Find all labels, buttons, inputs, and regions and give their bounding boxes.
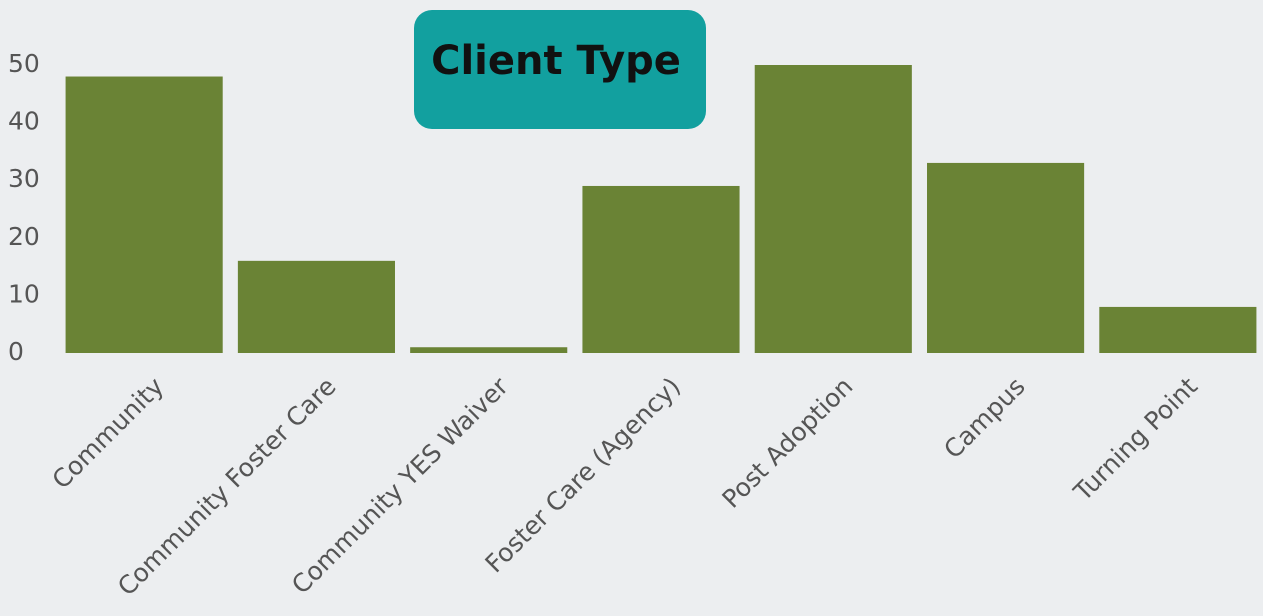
title-box bbox=[414, 10, 706, 129]
bar bbox=[1099, 306, 1257, 353]
chart-title: Client Type bbox=[431, 38, 681, 84]
bar bbox=[927, 162, 1085, 353]
y-tick-label: 10 bbox=[8, 279, 40, 308]
bar bbox=[65, 76, 223, 354]
y-tick-label: 0 bbox=[8, 337, 24, 366]
bar bbox=[237, 260, 395, 353]
bar bbox=[754, 65, 912, 353]
bar bbox=[582, 185, 740, 353]
y-tick-label: 20 bbox=[8, 222, 40, 251]
y-tick-label: 40 bbox=[8, 107, 40, 136]
bar bbox=[410, 347, 568, 353]
y-tick-label: 50 bbox=[8, 49, 40, 78]
y-tick-label: 30 bbox=[8, 164, 40, 193]
